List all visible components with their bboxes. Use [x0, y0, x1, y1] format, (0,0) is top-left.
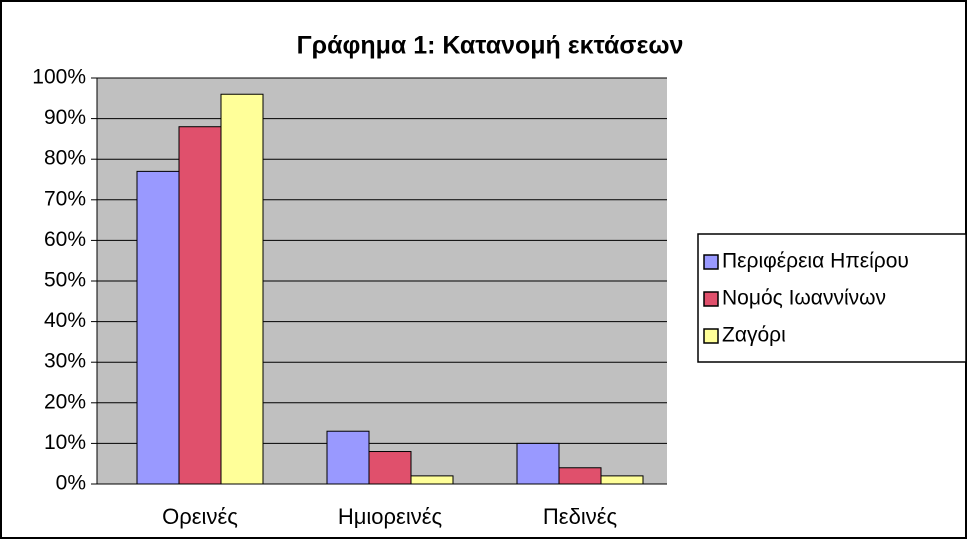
bar: [326, 430, 370, 485]
bar: [136, 170, 180, 485]
y-tick-label: 80%: [44, 147, 86, 170]
legend-box: [697, 233, 967, 363]
y-tick-label: 100%: [32, 66, 86, 89]
y-tick-label: 50%: [44, 269, 86, 292]
x-tick-label: Ορεινές: [162, 504, 238, 529]
legend-swatch: [703, 328, 719, 344]
legend-swatch: [703, 291, 719, 307]
legend-label: Νομός Ιωαννίνων: [722, 287, 886, 310]
bar: [178, 126, 222, 485]
bar: [410, 475, 454, 485]
legend-swatch: [703, 254, 719, 270]
y-tick-label: 30%: [44, 350, 86, 373]
y-tick-label: 60%: [44, 228, 86, 251]
y-tick-label: 20%: [44, 390, 86, 413]
legend-label: Ζαγόρι: [722, 324, 786, 347]
y-tick-label: 40%: [44, 309, 86, 332]
bar: [516, 442, 560, 485]
bar: [220, 93, 264, 485]
y-tick-label: 0%: [56, 472, 86, 495]
x-tick-label: Πεδινές: [543, 504, 617, 529]
y-tick-label: 90%: [44, 106, 86, 129]
chart-title: Γράφημα 1: Κατανομή εκτάσεων: [297, 32, 684, 60]
x-tick-label: Ημιορεινές: [338, 504, 442, 529]
y-tick-label: 10%: [44, 431, 86, 454]
bar: [600, 475, 644, 485]
y-tick-label: 70%: [44, 187, 86, 210]
legend-label: Περιφέρεια Ηπείρου: [722, 250, 909, 273]
bar: [368, 451, 412, 485]
bar: [558, 467, 602, 485]
